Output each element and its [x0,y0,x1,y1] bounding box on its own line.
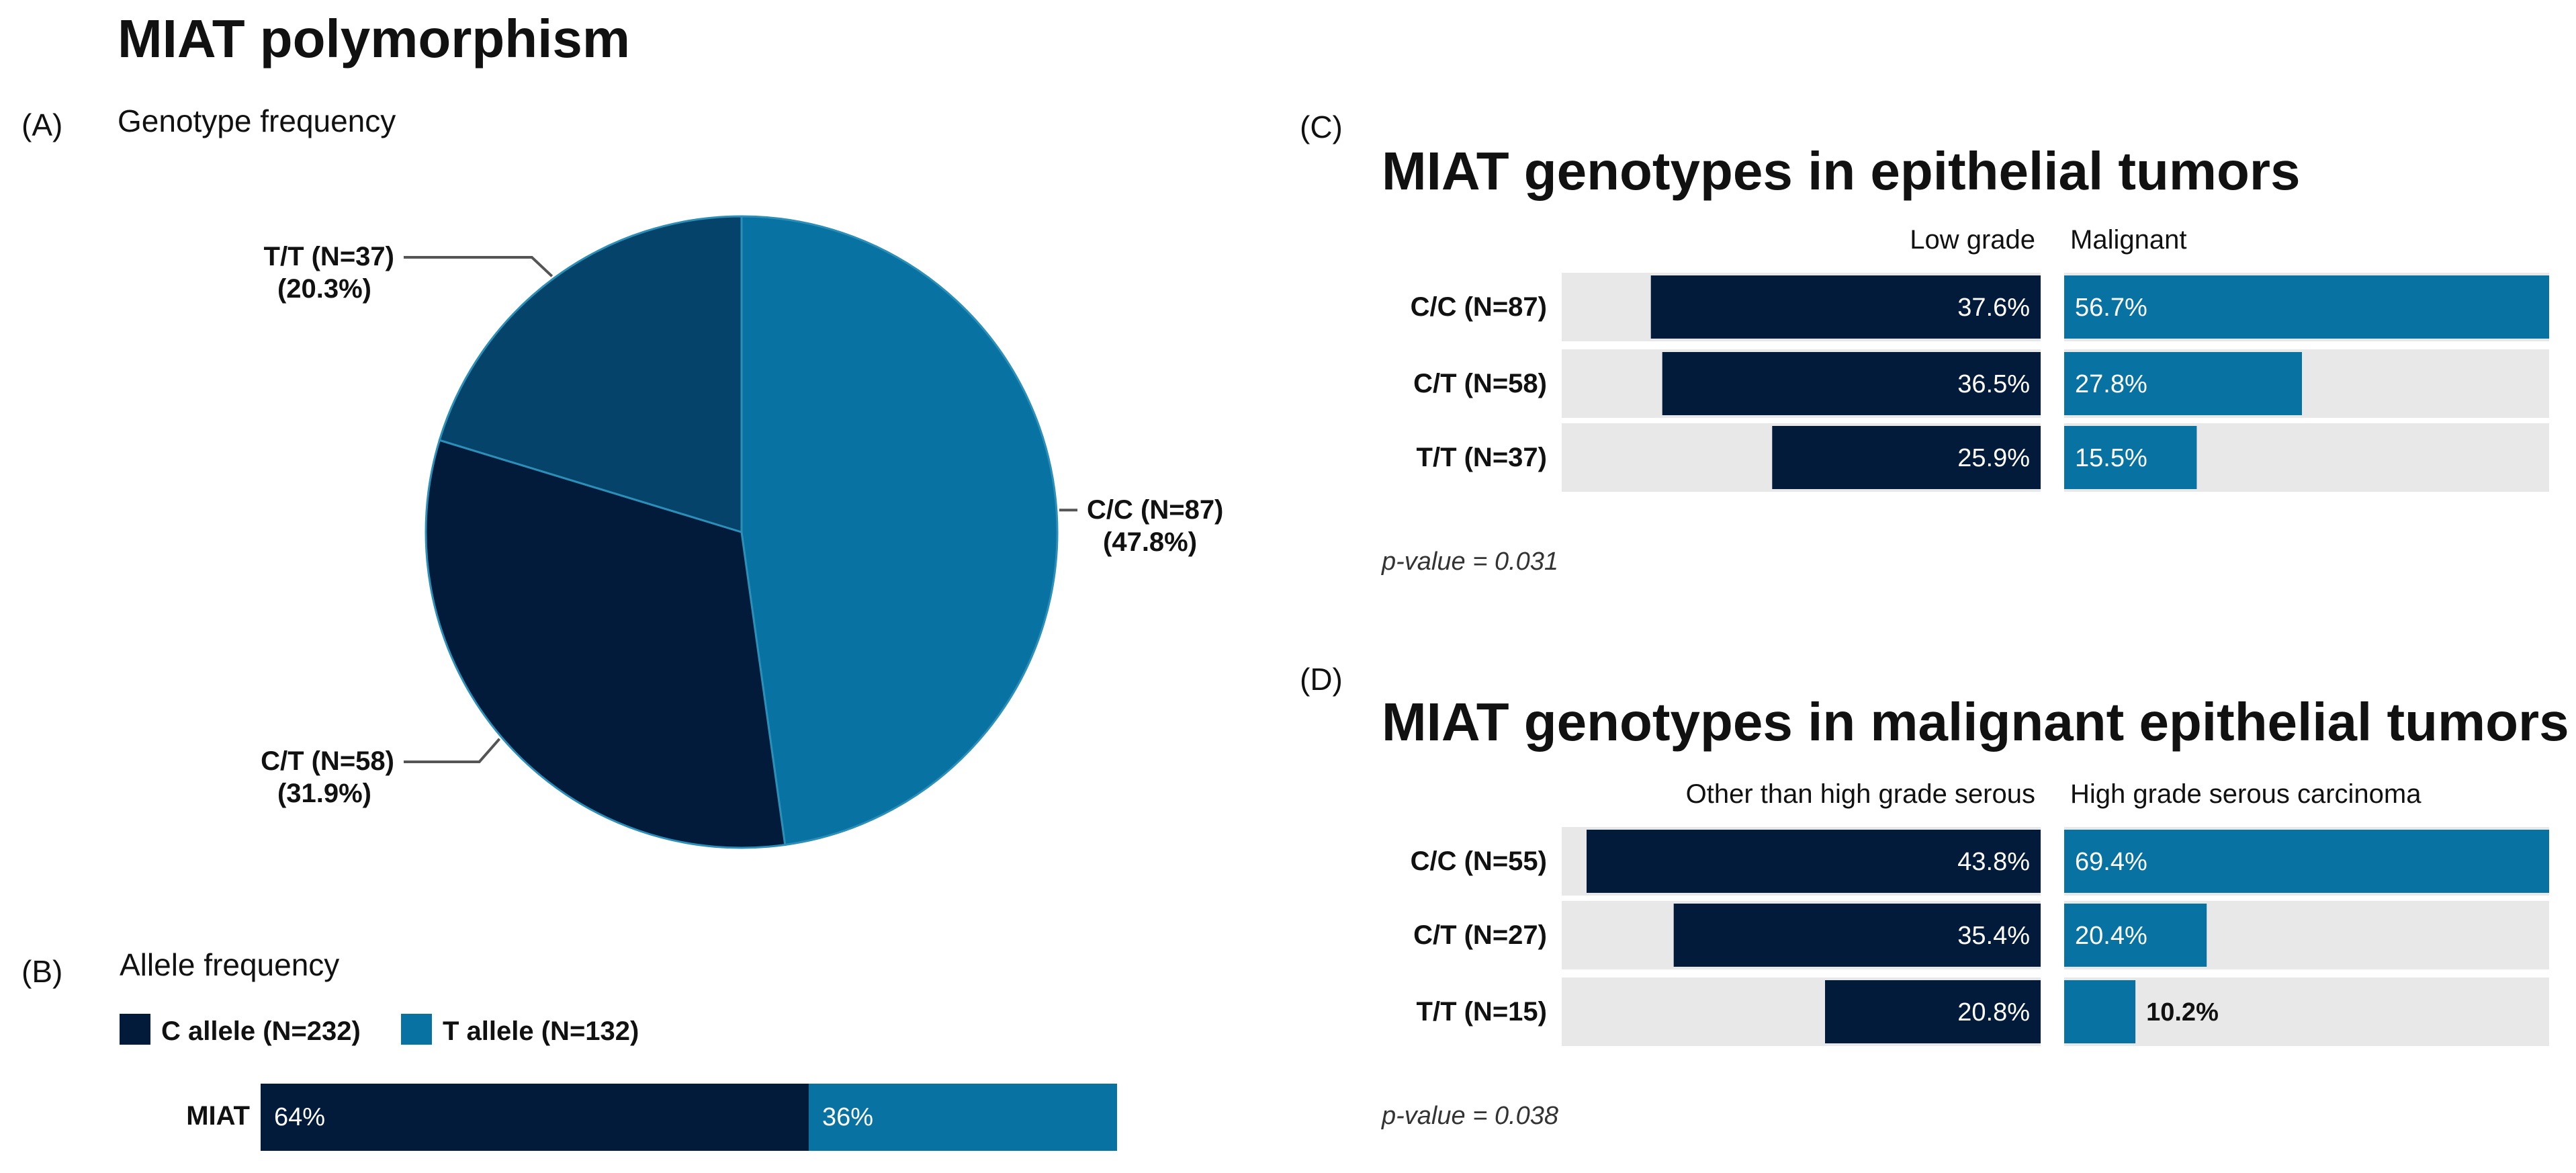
pie-label-c-t-n-58: C/T (N=58) [261,746,394,776]
panel-c-title: MIAT genotypes in epithelial tumors [1382,141,2301,201]
panel-d-pvalue: p-value = 0.038 [1381,1102,1558,1130]
pie-pct-label-t-t-n-37: (20.3%) [277,274,371,304]
allele-segment-t-allele-n-132 [809,1084,1117,1151]
bar-track-right [2064,977,2549,1046]
value-label-other-than-high-grade-serous-t-t-n-15: 20.8% [1957,998,2030,1027]
pie-pct-label-c-c-n-87: (47.8%) [1103,527,1197,557]
pie-label-c-c-n-87: C/C (N=87) [1087,495,1223,525]
allele-bar-category: MIAT [186,1101,250,1131]
panel-a-title: Genotype frequency [118,103,396,138]
allele-segment-c-allele-n-232 [261,1084,809,1151]
value-label-malignant-c-t-n-58: 27.8% [2075,370,2147,398]
legend-label-t-allele: T allele (N=132) [443,1016,639,1046]
panel-a-label: (A) [21,107,62,142]
legend-swatch-t-allele [401,1014,432,1045]
value-label-malignant-t-t-n-37: 15.5% [2075,444,2147,472]
value-label-low-grade-c-t-n-58: 36.5% [1957,370,2030,398]
panel-c-chart: C/C (N=87) 37.6% 56.7% C/T (N=58) 36.5% 27.8%… [1411,273,2549,492]
allele-value-label-c-allele-n-232: 64% [274,1103,325,1131]
legend-swatch-c-allele [120,1014,150,1045]
panel-d-chart: C/C (N=55) 43.8% 69.4% C/T (N=27) 35.4% 20.4%… [1411,827,2549,1046]
pie-leader-line-c-t-n-58 [404,738,501,763]
pie-pct-label-c-t-n-58: (31.9%) [277,779,371,808]
panel-c: (C) MIAT genotypes in epithelial tumors … [1300,110,2549,576]
row-label-c-c-n-87: C/C (N=87) [1411,292,1547,322]
panel-d-label: (D) [1300,662,1343,697]
panel-d: (D) MIAT genotypes in malignant epitheli… [1300,662,2569,1130]
bar-high-grade-serous-carcinoma-c-t-n-27 [2064,904,2207,967]
pie-slice-c-c-n-87 [740,215,1059,846]
pie-slice-c-t-n-58 [425,439,787,849]
row-label-c-t-n-27: C/T (N=27) [1413,920,1547,950]
value-label-high-grade-serous-carcinoma-c-t-n-27: 20.4% [2075,922,2147,950]
bar-low-grade-c-t-n-58 [1662,352,2041,415]
allele-bar: 64% 36% [261,1084,1117,1151]
panel-d-header-left: Other than high grade serous [1686,779,2035,809]
value-label-low-grade-t-t-n-37: 25.9% [1957,444,2030,472]
row-label-c-c-n-55: C/C (N=55) [1411,846,1547,876]
pie-label-t-t-n-37: T/T (N=37) [264,242,394,271]
panel-b: (B) Allele frequency C allele (N=232) T … [21,947,1117,1151]
value-label-malignant-c-c-n-87: 56.7% [2075,294,2147,322]
row-label-t-t-n-15: T/T (N=15) [1417,997,1547,1027]
panel-d-header-right: High grade serous carcinoma [2070,779,2422,809]
pie-slice-t-t-n-37 [438,215,743,534]
bar-other-than-high-grade-serous-c-t-n-27 [1673,904,2041,967]
row-label-t-t-n-37: T/T (N=37) [1417,443,1547,472]
value-label-other-than-high-grade-serous-c-c-n-55: 43.8% [1957,848,2030,876]
bar-malignant-c-t-n-58 [2064,352,2302,415]
panel-a: (A) Genotype frequency C/C (N=87)(47.8%)… [21,103,1223,849]
genotype-pie: C/C (N=87)(47.8%) C/T (N=58) (31.9%) T/T (N… [261,215,1223,849]
panel-c-label: (C) [1300,110,1343,144]
row-label-c-t-n-58: C/T (N=58) [1413,369,1547,398]
legend-label-c-allele: C allele (N=232) [161,1016,361,1046]
value-label-high-grade-serous-carcinoma-t-t-n-15: 10.2% [2146,998,2219,1027]
bar-malignant-t-t-n-37 [2064,426,2197,489]
panel-c-header-left: Low grade [1910,225,2035,255]
bar-malignant-c-c-n-87 [2064,275,2549,339]
value-label-high-grade-serous-carcinoma-c-c-n-55: 69.4% [2075,848,2147,876]
bar-other-than-high-grade-serous-t-t-n-15 [1825,980,2041,1043]
bar-other-than-high-grade-serous-c-c-n-55 [1587,830,2041,893]
panel-d-title: MIAT genotypes in malignant epithelial t… [1382,692,2569,752]
value-label-other-than-high-grade-serous-c-t-n-27: 35.4% [1957,922,2030,950]
figure-title: MIAT polymorphism [118,9,630,69]
bar-high-grade-serous-carcinoma-t-t-n-15 [2064,980,2136,1043]
value-label-low-grade-c-c-n-87: 37.6% [1957,294,2030,322]
allele-value-label-t-allele-n-132: 36% [822,1103,873,1131]
panel-c-header-right: Malignant [2070,225,2186,255]
pie-leader-line-t-t-n-37 [404,256,553,277]
bar-low-grade-c-c-n-87 [1650,275,2041,339]
panel-c-pvalue: p-value = 0.031 [1381,548,1558,576]
panel-b-title: Allele frequency [120,947,339,982]
bar-low-grade-t-t-n-37 [1772,426,2041,489]
bar-high-grade-serous-carcinoma-c-c-n-55 [2064,830,2549,893]
panel-b-label: (B) [21,954,62,989]
